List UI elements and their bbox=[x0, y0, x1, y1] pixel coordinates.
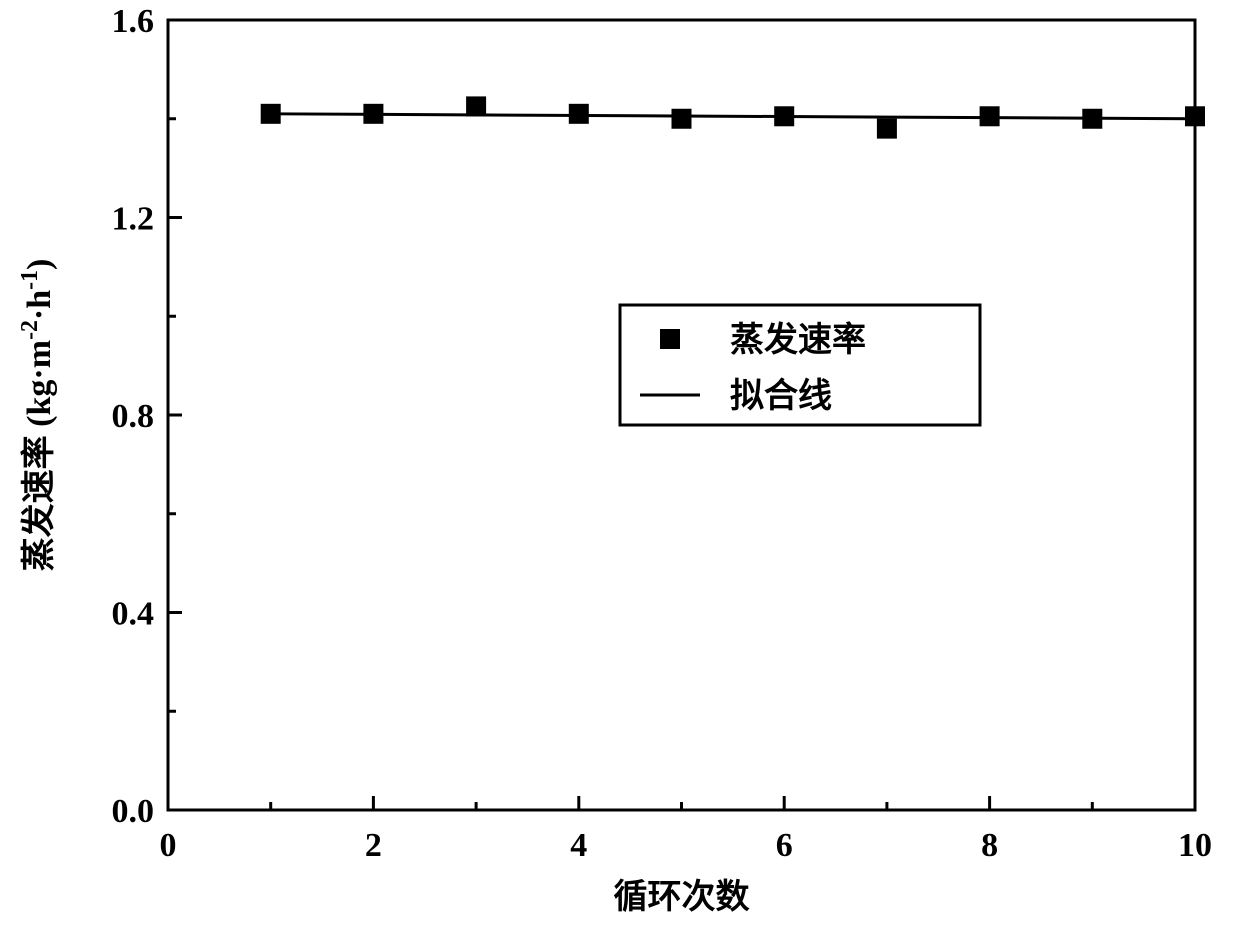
y-axis-label: 蒸发速率 (kg·m-2·h-1) bbox=[17, 259, 58, 572]
legend-label: 拟合线 bbox=[730, 377, 832, 415]
data-point bbox=[774, 106, 794, 126]
data-point bbox=[877, 119, 897, 139]
legend-label: 蒸发速率 bbox=[730, 321, 866, 359]
x-tick-label: 4 bbox=[570, 827, 587, 864]
x-tick-label: 0 bbox=[160, 827, 177, 864]
chart-container: 0 2 4 6 8 10 0.0 0.4 0.8 1.2 1.6 循环次数 蒸发速率 (kg·m-2·h… bbox=[0, 0, 1239, 939]
y-tick-label: 0.8 bbox=[112, 398, 155, 435]
data-point bbox=[466, 96, 486, 116]
x-axis-label: 循环次数 bbox=[614, 878, 750, 916]
x-tick-label: 10 bbox=[1178, 827, 1212, 864]
data-point bbox=[363, 104, 383, 124]
x-tick-label: 8 bbox=[981, 827, 998, 864]
y-tick-label: 0.0 bbox=[112, 793, 155, 830]
y-tick-label: 1.2 bbox=[112, 201, 155, 238]
legend-marker-icon bbox=[660, 329, 680, 349]
x-tick-label: 2 bbox=[365, 827, 382, 864]
y-tick-label: 0.4 bbox=[112, 596, 155, 633]
data-point bbox=[1082, 109, 1102, 129]
data-point bbox=[261, 104, 281, 124]
data-point bbox=[980, 106, 1000, 126]
data-point bbox=[569, 104, 589, 124]
y-tick-label: 1.6 bbox=[112, 3, 155, 40]
data-point bbox=[672, 109, 692, 129]
data-point bbox=[1185, 106, 1205, 126]
x-tick-label: 6 bbox=[776, 827, 793, 864]
